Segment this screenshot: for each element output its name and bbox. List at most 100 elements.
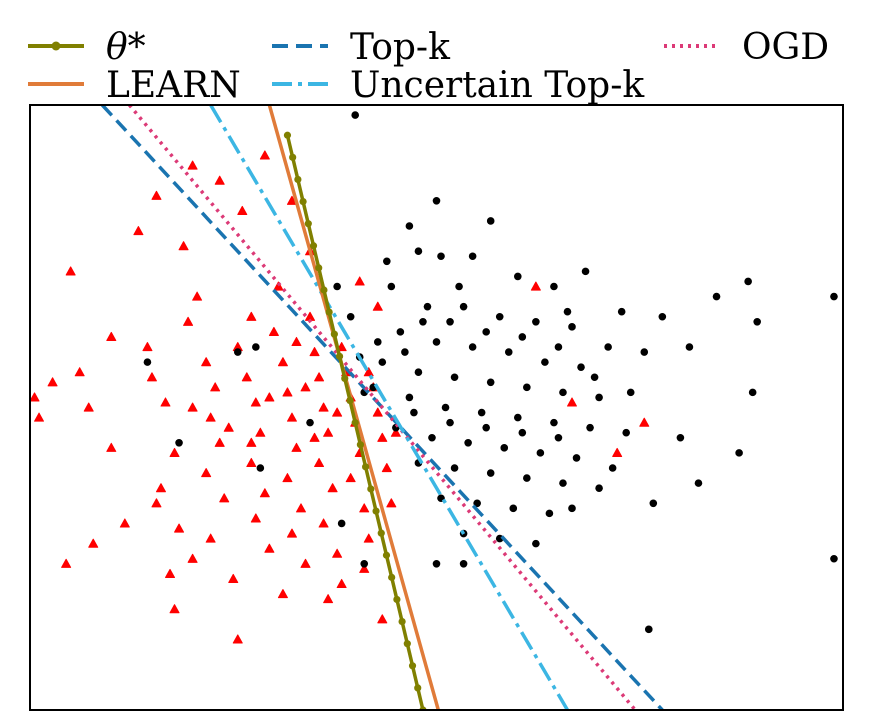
red-triangle-point bbox=[178, 241, 189, 251]
red-triangle-point bbox=[336, 578, 347, 589]
red-triangle-point bbox=[169, 604, 180, 614]
legend-entry-theta-star: θ* bbox=[28, 27, 146, 68]
black-circle-point bbox=[514, 272, 522, 281]
red-triangle-point bbox=[106, 442, 117, 452]
black-circle-point bbox=[401, 348, 409, 356]
red-triangle-point bbox=[323, 594, 334, 604]
black-circle-point bbox=[640, 348, 649, 356]
black-circle-point bbox=[554, 343, 563, 351]
black-circle-point bbox=[509, 504, 518, 513]
black-circle-point bbox=[536, 449, 545, 457]
black-circle-point bbox=[252, 343, 260, 351]
theta-star-marker bbox=[294, 175, 302, 184]
red-triangle-point bbox=[214, 175, 225, 185]
black-circle-point bbox=[545, 509, 554, 518]
boundary-lines bbox=[100, 105, 664, 710]
red-triangle-point bbox=[264, 392, 275, 402]
black-circle-point bbox=[550, 282, 558, 291]
black-circle-point bbox=[622, 428, 630, 437]
red-triangle-point bbox=[300, 382, 311, 392]
black-circle-point bbox=[432, 196, 441, 205]
red-triangle-point bbox=[246, 437, 257, 447]
red-triangle-point bbox=[314, 457, 325, 468]
legend-label-uncertain-topk: Uncertain Top-k bbox=[350, 65, 645, 106]
red-triangle-point bbox=[372, 407, 383, 417]
red-triangle-point bbox=[291, 442, 302, 452]
theta-star-marker bbox=[362, 463, 370, 471]
red-triangle-point bbox=[259, 488, 270, 498]
legend-entry-learn: LEARN bbox=[28, 65, 241, 106]
red-triangle-point bbox=[314, 372, 325, 382]
black-circle-point bbox=[486, 378, 495, 387]
red-triangle-point bbox=[65, 266, 76, 276]
black-circle-point bbox=[482, 423, 490, 432]
black-circle-point bbox=[450, 373, 459, 382]
black-circle-point bbox=[333, 282, 341, 291]
red-triangle-point bbox=[327, 483, 338, 493]
black-circle-point bbox=[455, 282, 463, 291]
red-triangle-point bbox=[237, 205, 248, 215]
red-triangle-point bbox=[567, 397, 577, 407]
black-circle-point bbox=[694, 479, 703, 487]
red-triangle-point bbox=[386, 498, 397, 508]
red-triangle-point bbox=[232, 634, 243, 644]
black-circle-point bbox=[581, 267, 590, 276]
black-circle-point bbox=[712, 292, 721, 301]
black-circle-point bbox=[523, 474, 531, 482]
red-triangle-point bbox=[187, 402, 198, 412]
plot-area bbox=[30, 105, 838, 710]
black-circle-point bbox=[626, 388, 635, 397]
red-triangle-point bbox=[309, 432, 320, 442]
theta-star-marker bbox=[309, 242, 318, 250]
red-triangle-point bbox=[183, 316, 194, 326]
red-triangle-point bbox=[268, 326, 279, 336]
boundary-line-4 bbox=[128, 105, 637, 710]
theta-star-marker bbox=[289, 153, 297, 161]
black-circle-point bbox=[500, 444, 509, 452]
legend-label-topk: Top-k bbox=[350, 27, 451, 68]
theta-star-marker bbox=[330, 330, 338, 338]
red-triangle-point bbox=[155, 483, 166, 493]
red-triangle-point bbox=[381, 463, 392, 473]
black-circle-point bbox=[373, 338, 382, 346]
black-circle-point bbox=[306, 418, 314, 427]
black-circle-point bbox=[617, 307, 626, 316]
red-triangle-point bbox=[390, 427, 401, 437]
theta-star-marker bbox=[351, 419, 359, 427]
red-triangle-point bbox=[377, 432, 388, 442]
black-circle-point bbox=[459, 559, 468, 568]
red-triangle-point bbox=[363, 533, 374, 543]
red-triangle-point bbox=[291, 336, 302, 347]
red-triangle-point bbox=[241, 372, 252, 382]
black-circle-point bbox=[595, 393, 603, 402]
theta-star-marker bbox=[335, 352, 344, 360]
black-circle-point bbox=[396, 328, 405, 336]
red-triangle-point bbox=[318, 518, 329, 528]
red-triangle-point bbox=[612, 447, 623, 457]
legend: θ* LEARN Top-k Uncertain Top-k OGD bbox=[28, 27, 829, 106]
black-circle-point bbox=[518, 333, 527, 341]
theta-star-marker bbox=[320, 286, 328, 294]
black-circle-point bbox=[473, 499, 481, 508]
red-triangle-point bbox=[192, 291, 203, 301]
red-triangle-point bbox=[34, 412, 45, 422]
black-circle-point bbox=[414, 247, 423, 256]
red-triangle-point bbox=[277, 589, 288, 599]
black-circle-point bbox=[378, 358, 387, 366]
black-circle-point bbox=[360, 559, 369, 568]
theta-star-marker bbox=[393, 595, 401, 604]
black-circle-point bbox=[468, 343, 477, 351]
black-circle-point bbox=[175, 438, 183, 447]
red-triangle-point bbox=[323, 427, 334, 437]
black-circle-point bbox=[437, 252, 445, 261]
black-circle-point bbox=[410, 408, 418, 417]
red-triangle-point bbox=[377, 614, 388, 624]
black-circle-point bbox=[676, 433, 685, 442]
boundary-line-3 bbox=[209, 105, 569, 710]
theta-star-marker bbox=[382, 551, 391, 559]
black-circle-point bbox=[559, 479, 567, 487]
black-circle-point bbox=[518, 428, 527, 437]
red-triangle-point bbox=[282, 387, 293, 397]
legend-entry-ogd: OGD bbox=[664, 27, 829, 68]
black-circle-point bbox=[604, 343, 612, 351]
